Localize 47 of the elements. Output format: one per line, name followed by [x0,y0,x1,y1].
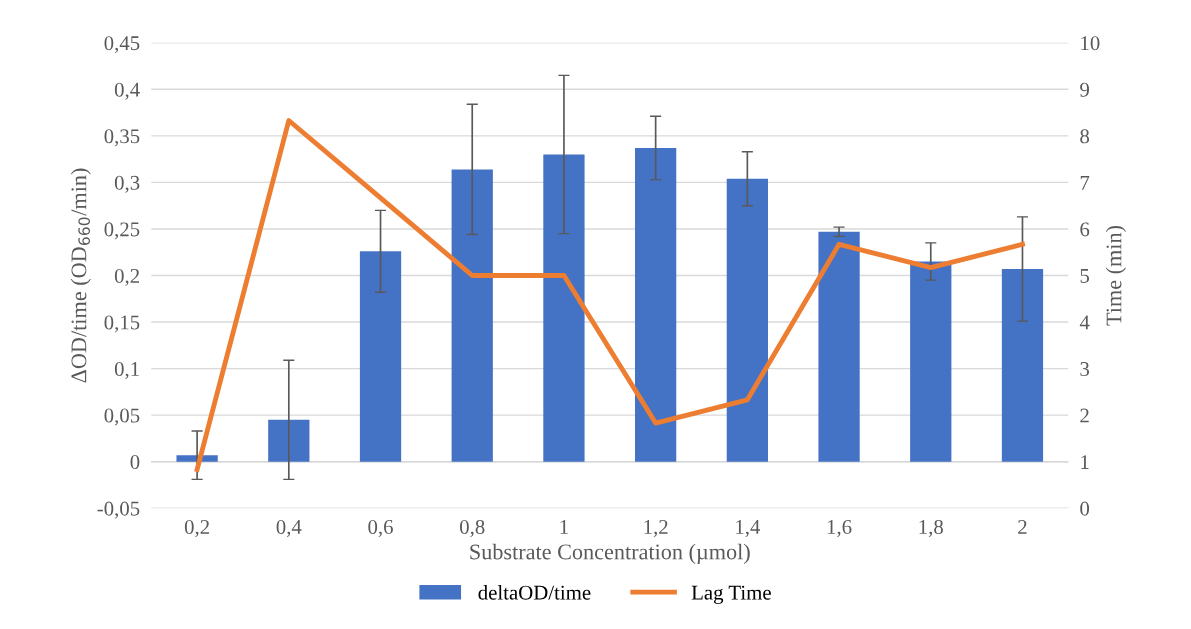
bar [268,419,310,462]
line-series [194,118,1025,473]
y-axis-title: ΔOD/time (OD$_{660}$/min) [70,168,91,383]
x-tick-label: 2 [1018,520,1027,534]
x-axis-title: Substrate Concentration (µmol) [470,543,750,564]
x-tick-label: 1,2 [644,520,668,537]
y2-tick-label: 2 [1080,408,1089,423]
y-tick-label: 0 [130,455,140,470]
y-tick-label: 0,4 [114,82,140,100]
x-tick-label: 1,4 [736,520,761,537]
x-tick-label: 0,4 [276,519,302,537]
y2-tick-label: 3 [1080,362,1090,377]
y2-tick-label: 9 [1080,82,1089,97]
bar [1001,268,1044,462]
y-tick-label: -0,05 [97,501,140,519]
y-tick-label: 0,35 [104,129,140,147]
y-tick-label: 0,2 [114,268,139,286]
y-tick-label: 0,45 [104,36,140,54]
bar [451,169,493,462]
x-tick-label: 0,2 [184,519,209,537]
y-tick-label: 0,1 [114,361,139,380]
y2-tick-label: 5 [1080,269,1090,283]
x-tick-label: 1,8 [919,519,943,537]
y-tick-label: 0,05 [104,408,140,426]
y2-tick-label: 1 [1081,455,1089,469]
legend-label: Lag Time [691,585,771,604]
bar [635,147,677,462]
x-tick-label: 0,8 [460,519,485,537]
x-tick-label: 1 [560,520,568,534]
bar [910,261,952,462]
bar [359,251,402,462]
y2-tick-label: 4 [1079,315,1090,330]
bar [726,178,768,462]
x-tick-label: 0,6 [368,519,393,537]
y2-tick-label: 6 [1080,222,1090,237]
y2-tick-label: 7 [1080,176,1090,190]
y2-tick-label: 8 [1080,129,1090,144]
bar [543,154,585,462]
y2-axis-title: Time (min) [1105,225,1126,326]
y-tick-label: 0,15 [104,315,140,333]
y-tick-label: 0,25 [104,222,140,240]
bar [818,231,860,462]
y-tick-label: 0,3 [114,175,140,193]
legend-label: deltaOD/time [478,585,591,600]
y2-tick-label: 0 [1080,501,1090,516]
x-tick-label: 1,6 [827,520,852,537]
y2-tick-label: 10 [1081,36,1100,51]
